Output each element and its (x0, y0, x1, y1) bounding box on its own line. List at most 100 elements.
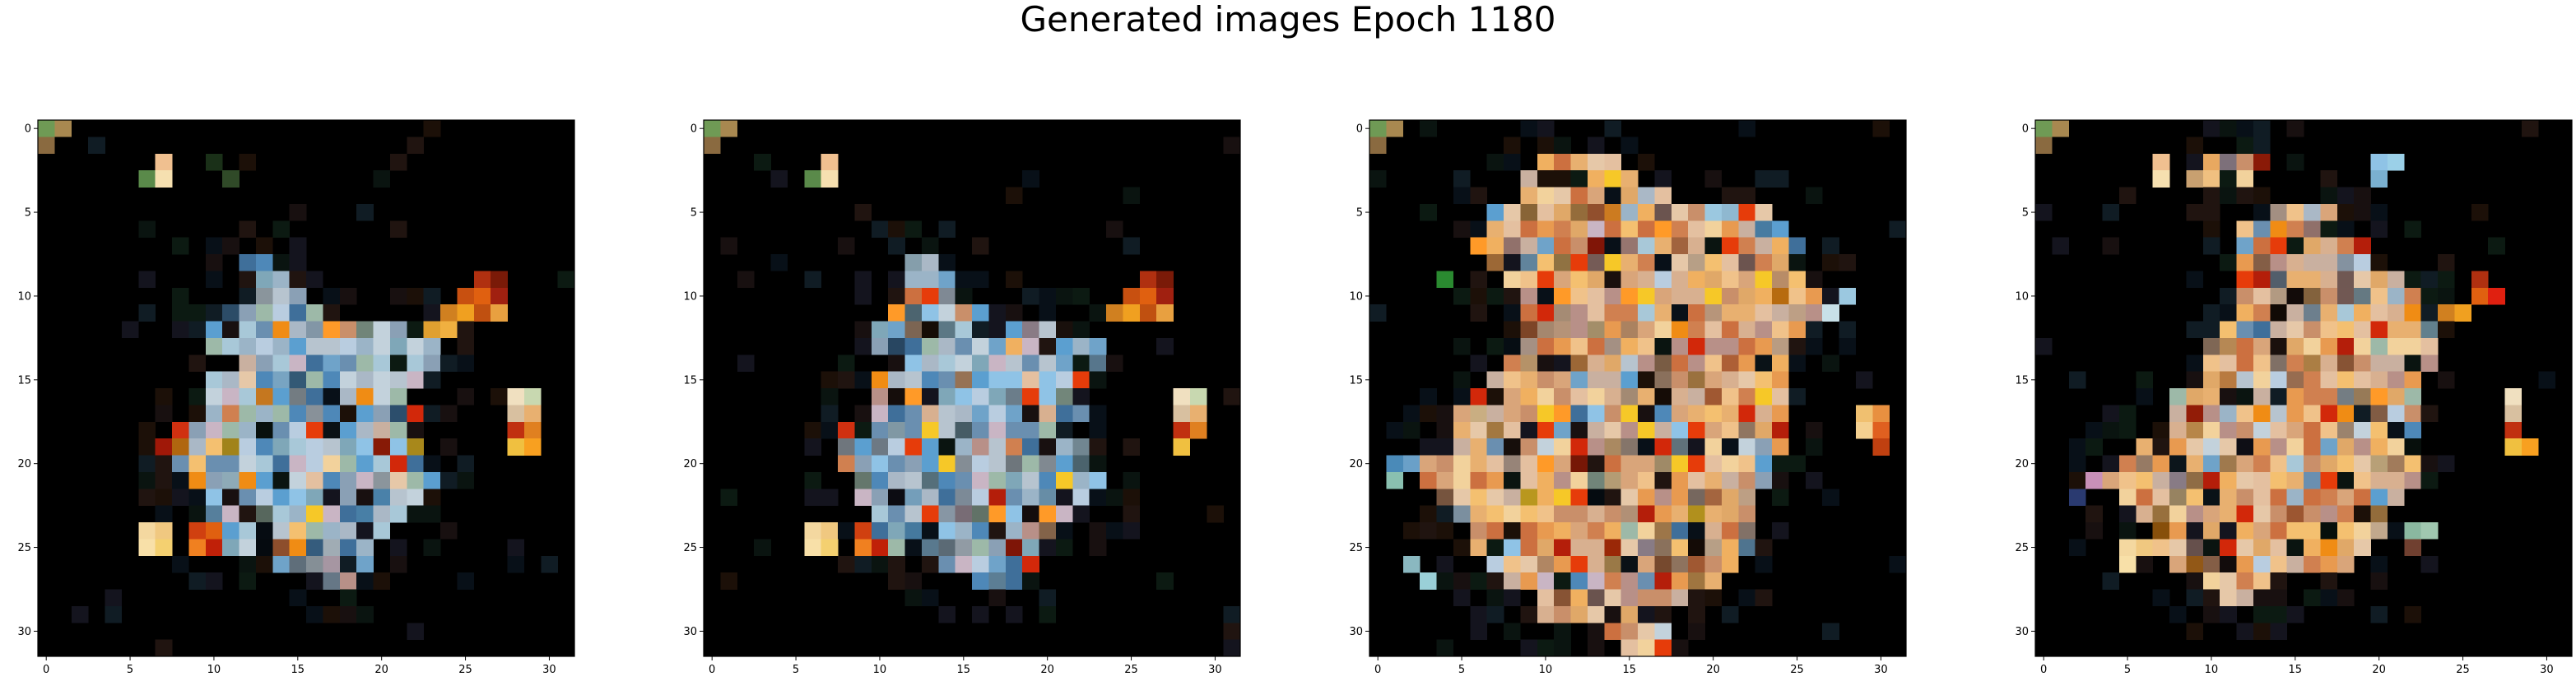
pixel-cell (2152, 170, 2170, 188)
pixel-cell (1504, 354, 1521, 372)
pixel-cell (1005, 522, 1023, 540)
pixel-cell (2202, 555, 2220, 573)
pixel-cell (423, 489, 441, 506)
pixel-cell (938, 371, 956, 389)
pixel-cell (1554, 405, 1571, 423)
pixel-cell (389, 220, 407, 238)
pixel-cell (1671, 271, 1689, 289)
pixel-cell (1504, 321, 1521, 339)
pixel-cell (2169, 405, 2187, 423)
pixel-cell (2118, 489, 2137, 506)
pixel-cell (1369, 304, 1387, 322)
pixel-cell (1788, 304, 1806, 322)
pixel-cell (155, 153, 173, 171)
pixel-cell (2220, 337, 2237, 355)
pixel-cell (1453, 471, 1471, 489)
pixel-cell (1855, 421, 1873, 439)
pixel-cell (2320, 170, 2338, 188)
pixel-cell (1671, 203, 1689, 221)
y-tick-label: 20 (2015, 458, 2029, 470)
y-tick-label: 25 (2015, 542, 2029, 554)
generated-image-panel-1: 0 5 10 15 20 25 30 0 5 10 15 20 25 30 (17, 119, 575, 676)
pixel-cell (1755, 237, 1773, 255)
pixel-cell (1570, 421, 1588, 439)
pixel-cell (306, 371, 323, 389)
pixel-cell (838, 455, 855, 473)
pixel-cell (2404, 539, 2421, 557)
pixel-cell (921, 304, 939, 322)
pixel-cell (222, 337, 239, 355)
pixel-cell (2337, 187, 2355, 205)
y-tick-label: 5 (690, 207, 697, 220)
pixel-cell (1772, 220, 1789, 238)
pixel-cell (2220, 287, 2237, 305)
pixel-cell (921, 371, 939, 389)
pixel-cell (2152, 522, 2170, 540)
pixel-cell (988, 522, 1007, 540)
pixel-cell (1638, 187, 1655, 205)
pixel-cell (1470, 187, 1487, 205)
pixel-cell (2202, 321, 2220, 339)
pixel-cell (2202, 605, 2220, 623)
pixel-cell (972, 489, 989, 506)
pixel-cell (1620, 170, 1639, 188)
generated-image-panel-4: 0 5 10 15 20 25 30 0 5 10 15 20 25 30 (2015, 119, 2573, 676)
pixel-cell (1520, 421, 1538, 439)
pixel-cell (2136, 371, 2153, 389)
pixel-cell (1738, 287, 1755, 305)
pixel-cell (289, 471, 307, 489)
pixel-cell (1688, 455, 1705, 473)
pixel-cell (155, 489, 173, 506)
pixel-cell (1022, 354, 1039, 372)
pixel-cell (1620, 321, 1639, 339)
pixel-cell (2202, 471, 2220, 489)
pixel-cell (507, 421, 525, 439)
pixel-cell (821, 539, 839, 557)
pixel-cell (172, 421, 189, 439)
pixel-cell (1604, 438, 1621, 456)
pixel-cell (188, 438, 207, 456)
pixel-cell (389, 337, 407, 355)
pixel-cell (2420, 287, 2439, 305)
pixel-cell (2286, 321, 2304, 339)
pixel-cell (2253, 220, 2271, 238)
pixel-cell (339, 287, 357, 305)
pixel-cell (339, 539, 357, 557)
pixel-cell (2236, 354, 2254, 372)
pixel-cell (1872, 421, 1890, 439)
pixel-cell (1537, 405, 1555, 423)
pixel-cell (1156, 304, 1174, 322)
pixel-cell (2404, 271, 2421, 289)
pixel-cell (1520, 522, 1538, 540)
pixel-cell (289, 287, 307, 305)
y-tick-label: 30 (683, 626, 697, 638)
pixel-cell (2404, 304, 2421, 322)
pixel-cell (323, 304, 341, 322)
pixel-cell (2354, 287, 2371, 305)
pixel-cell (1470, 304, 1487, 322)
pixel-cell (2220, 153, 2237, 171)
pixel-cell (1587, 220, 1605, 238)
pixel-cell (1604, 522, 1621, 540)
pixel-cell (1587, 170, 1605, 188)
pixel-cell (306, 539, 323, 557)
pixel-cell (2202, 405, 2220, 423)
pixel-cell (1755, 254, 1773, 271)
pixel-cell (323, 455, 341, 473)
pixel-cell (1688, 421, 1705, 439)
pixel-cell (1470, 489, 1487, 506)
pixel-cell (838, 354, 855, 372)
pixel-cell (2220, 254, 2237, 271)
pixel-cell (1420, 455, 1437, 473)
pixel-cell (904, 271, 923, 289)
pixel-cell (121, 321, 139, 339)
pixel-cell (1654, 438, 1672, 456)
pixel-cell (507, 388, 525, 405)
pixel-cell (854, 555, 872, 573)
pixel-cell (1537, 388, 1555, 405)
pixel-cell (888, 555, 905, 573)
pixel-cell (1089, 304, 1107, 322)
pixel-cell (1554, 354, 1571, 372)
pixel-cell (2253, 304, 2271, 322)
